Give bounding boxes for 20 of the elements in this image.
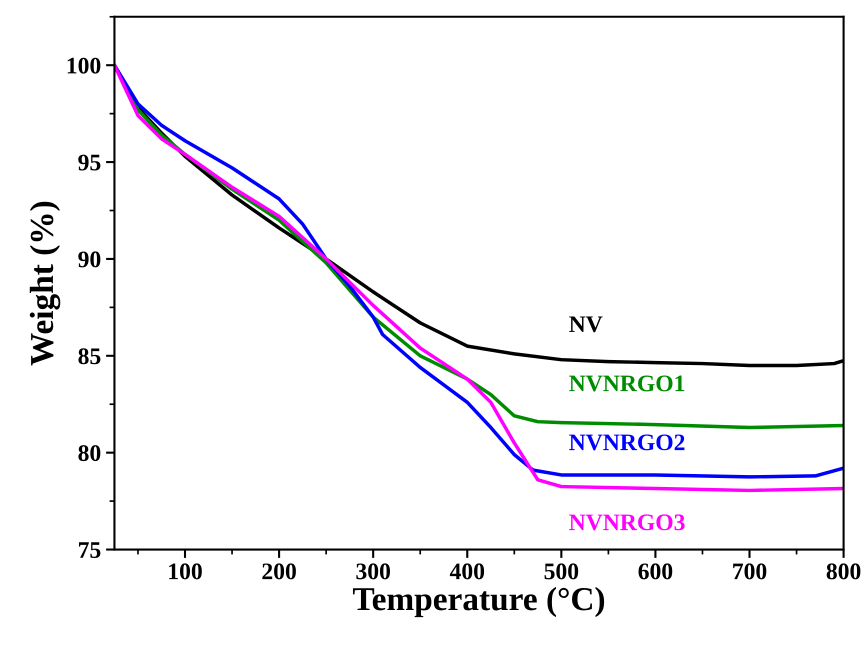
y-axis-title: Weight (%) [30, 202, 60, 366]
series-label: NV [569, 316, 603, 332]
series-label: NVNRGO2 [569, 434, 684, 450]
x-tick-label: 500 [544, 563, 578, 580]
x-axis-title: Temperature (°C) [352, 586, 604, 618]
x-tick-label: 800 [826, 563, 860, 580]
series-label: NVNRGO1 [569, 376, 684, 392]
series-label: NVNRGO3 [569, 514, 685, 530]
y-tick-label: 100 [68, 58, 100, 74]
x-tick-label: 200 [262, 563, 296, 580]
x-tick-label: 100 [169, 563, 202, 580]
y-tick-label: 75 [78, 542, 100, 558]
y-tick-label: 90 [78, 251, 100, 268]
x-tick-label: 300 [356, 563, 390, 580]
x-tick-label: 700 [733, 563, 766, 580]
y-tick-label: 85 [78, 348, 100, 364]
y-tick-label: 80 [78, 445, 100, 462]
x-tick-label: 600 [638, 563, 672, 580]
x-tick-label: 400 [450, 563, 484, 580]
y-tick-label: 95 [78, 154, 100, 170]
